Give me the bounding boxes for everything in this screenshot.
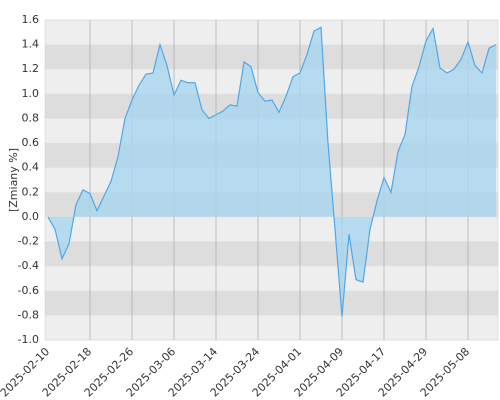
y-tick-label: -0.6 bbox=[18, 284, 39, 297]
line bbox=[47, 26, 497, 317]
y-tick-label: 0.6 bbox=[22, 136, 40, 149]
grid-band bbox=[45, 266, 498, 291]
y-tick-label: -1.0 bbox=[18, 333, 39, 346]
y-tick-label: 0.4 bbox=[22, 161, 40, 174]
y-tick-label: 1.6 bbox=[22, 13, 40, 26]
y-axis-label: [Zmiany %] bbox=[7, 148, 20, 212]
area bbox=[48, 27, 496, 317]
grid-band bbox=[45, 290, 498, 316]
grid-band bbox=[45, 241, 498, 267]
y-tick-label: 0.8 bbox=[22, 111, 40, 124]
y-tick-label: -0.2 bbox=[18, 235, 39, 248]
y-tick-label: 1.0 bbox=[22, 87, 40, 100]
y-tick-label: -0.8 bbox=[18, 308, 39, 321]
y-tick-label: 1.4 bbox=[22, 38, 40, 51]
y-tick-label: 1.2 bbox=[22, 62, 40, 75]
y-tick-label: 0.0 bbox=[22, 210, 40, 223]
grid-band bbox=[45, 20, 498, 45]
grid-band bbox=[45, 315, 498, 340]
grid-band bbox=[45, 216, 498, 242]
y-tick-label: 0.2 bbox=[22, 185, 40, 198]
y-tick-label: -0.4 bbox=[18, 259, 39, 272]
plot-frame bbox=[44, 19, 499, 341]
